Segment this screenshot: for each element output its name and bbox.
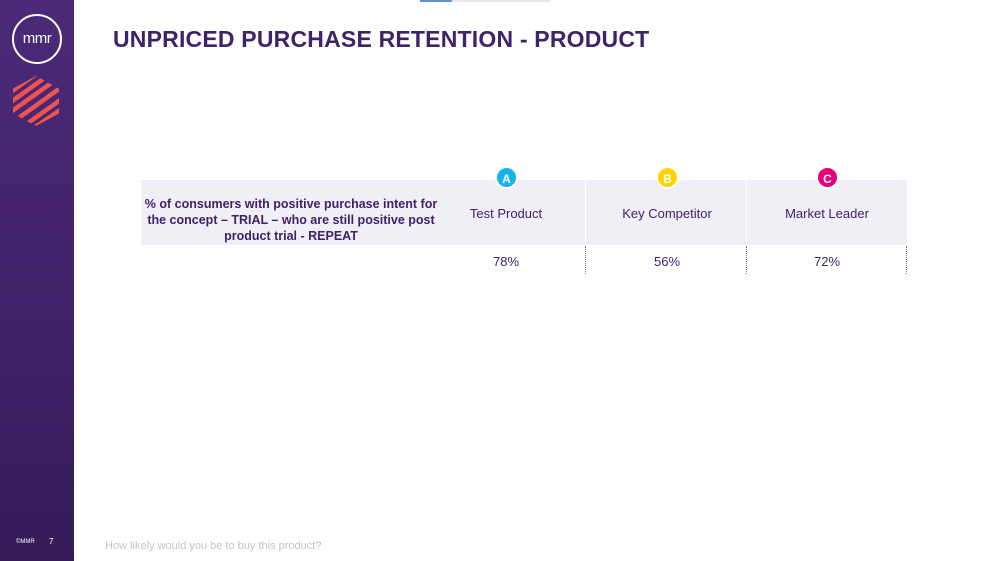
divider: [585, 246, 586, 274]
column-test-product: A Test Product 78%: [426, 166, 586, 276]
column-header: Key Competitor: [622, 206, 712, 221]
column-market-leader: C Market Leader 72%: [747, 166, 907, 276]
badge-b: B: [656, 166, 679, 189]
copyright: ©MMR: [16, 539, 35, 545]
row-label: % of consumers with positive purchase in…: [144, 197, 438, 243]
page-title: UNPRICED PURCHASE RETENTION - PRODUCT: [113, 26, 650, 52]
column-value: 78%: [492, 254, 520, 269]
page-number: 7: [49, 537, 54, 546]
sidebar: mmr ©MMR 7: [0, 0, 74, 561]
column-value: 56%: [653, 254, 681, 269]
badge-c: C: [816, 166, 839, 189]
column-header: Market Leader: [785, 206, 869, 221]
progress-indicator: [420, 0, 550, 2]
column-key-competitor: B Key Competitor 56%: [587, 166, 747, 276]
divider: [906, 246, 907, 274]
hexagon-stripes-icon: [13, 76, 59, 126]
footer-question: How likely would you be to buy this prod…: [105, 540, 322, 552]
badge-a: A: [495, 166, 518, 189]
column-value: 72%: [813, 254, 841, 269]
table-header: [141, 180, 907, 245]
column-header: Test Product: [469, 206, 543, 221]
mmr-logo: mmr: [12, 14, 62, 64]
divider: [746, 246, 747, 274]
